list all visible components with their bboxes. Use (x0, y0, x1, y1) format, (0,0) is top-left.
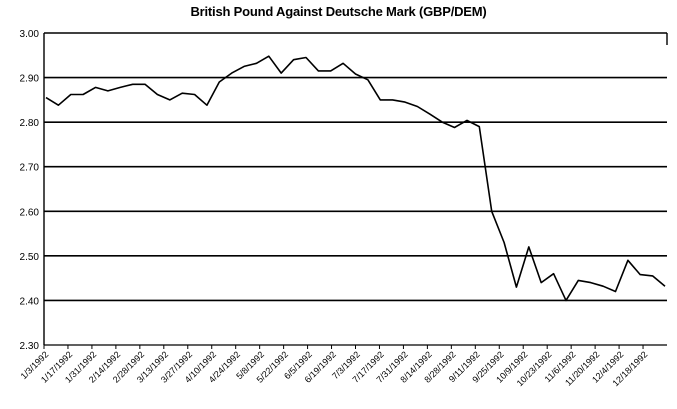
data-point (293, 59, 295, 61)
data-point (639, 274, 641, 276)
data-point (255, 62, 257, 64)
data-point (144, 83, 146, 85)
data-point (280, 72, 282, 74)
y-tick-label: 2.40 (20, 296, 40, 307)
data-point (602, 285, 604, 287)
data-point (528, 246, 530, 248)
data-point (342, 62, 344, 64)
y-tick-label: 2.50 (20, 252, 40, 263)
data-point (404, 101, 406, 103)
series-line (45, 55, 666, 302)
y-tick-label: 2.60 (20, 207, 40, 218)
data-point (565, 299, 567, 301)
data-point (317, 70, 319, 72)
data-point (305, 57, 307, 59)
data-point (194, 94, 196, 96)
data-point (169, 99, 171, 101)
data-point (614, 291, 616, 293)
data-point (206, 104, 208, 106)
data-point (119, 86, 121, 88)
data-point (268, 55, 270, 57)
data-point (416, 106, 418, 108)
data-point (491, 210, 493, 212)
data-point (70, 94, 72, 96)
data-point (57, 104, 59, 106)
data-point (181, 92, 183, 94)
data-point (231, 72, 233, 74)
data-point (627, 259, 629, 261)
data-point (577, 279, 579, 281)
data-point (132, 83, 134, 85)
data-point (379, 99, 381, 101)
data-point (218, 81, 220, 83)
chart-title: British Pound Against Deutsche Mark (GBP… (190, 4, 487, 19)
data-point (45, 97, 47, 99)
data-point (429, 113, 431, 115)
data-point (355, 73, 357, 75)
data-point (553, 273, 555, 275)
y-tick-label: 2.70 (20, 163, 40, 174)
y-tick-label: 2.80 (20, 118, 40, 129)
data-point (515, 286, 517, 288)
data-point (95, 86, 97, 88)
data-point (441, 121, 443, 123)
data-point (664, 285, 666, 287)
data-point (454, 126, 456, 128)
data-point (466, 119, 468, 121)
data-point (243, 65, 245, 67)
data-point (540, 282, 542, 284)
y-tick-label: 3.00 (20, 29, 40, 40)
y-tick-label: 2.30 (20, 341, 40, 352)
data-point (652, 275, 654, 277)
data-point (156, 94, 158, 96)
data-point (82, 94, 84, 96)
data-point (392, 99, 394, 101)
data-point (478, 126, 480, 128)
data-point (367, 79, 369, 81)
data-point (503, 241, 505, 243)
y-tick-label: 2.90 (20, 74, 40, 85)
data-point (107, 90, 109, 92)
data-point (590, 282, 592, 284)
data-point (330, 70, 332, 72)
